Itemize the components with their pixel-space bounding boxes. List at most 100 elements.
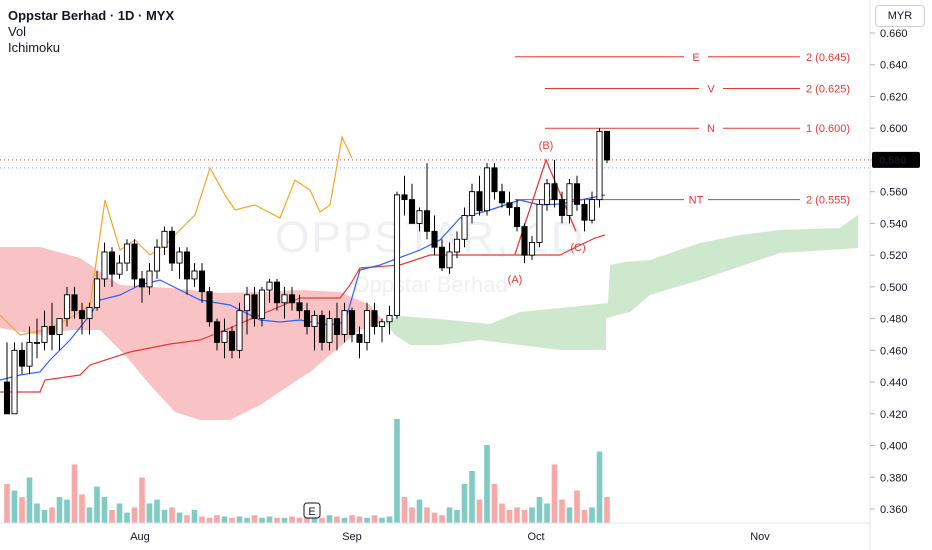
volume-bar — [326, 515, 333, 523]
volume-bar — [349, 515, 355, 523]
target-label: E — [692, 52, 699, 64]
candlesticks — [3, 128, 611, 415]
candle-body — [258, 289, 266, 320]
volume-bar — [334, 516, 340, 523]
symbol-title[interactable]: Oppstar Berhad · 1D · MYX — [8, 8, 175, 23]
candle-body — [161, 230, 168, 248]
volume-bar — [229, 517, 235, 523]
wave-path — [514, 158, 577, 255]
price-tick-label: 0.420 — [880, 409, 908, 421]
target-value-label: 2 (0.625) — [806, 84, 850, 96]
volume-bar — [289, 516, 295, 523]
volume-bar — [259, 517, 265, 523]
target-label-bg — [684, 192, 708, 207]
volume-bar — [34, 503, 40, 523]
candle-body — [86, 307, 93, 320]
candle-body — [71, 294, 78, 312]
volume-bar — [319, 517, 325, 523]
target-label: N — [707, 123, 715, 135]
price-axis[interactable]: 0.660 0.640 0.620 0.600 0.580 0.560 0.540 0.520… — [869, 0, 920, 550]
volume-indicator-label[interactable]: Vol — [8, 24, 27, 39]
volume-bar — [26, 477, 33, 523]
candle-body — [3, 381, 11, 415]
earnings-marker[interactable]: E — [303, 502, 321, 519]
candle-body — [348, 310, 356, 335]
candle-body — [288, 294, 296, 304]
candle-body — [438, 246, 446, 269]
time-tick-label: Oct — [527, 531, 544, 543]
candle-body — [341, 310, 348, 335]
last-price-badge — [872, 151, 920, 168]
candle-body — [416, 210, 423, 224]
candle-body — [498, 191, 506, 204]
volume-bar — [191, 510, 198, 523]
candle-body — [11, 349, 18, 415]
time-tick-label: Aug — [130, 531, 150, 543]
volume-bar — [236, 516, 243, 523]
volume-bar — [424, 507, 430, 523]
candle-body — [333, 318, 341, 335]
candle-body — [251, 294, 258, 320]
price-tick-label: 0.440 — [880, 377, 908, 389]
volume-bar — [566, 507, 573, 523]
time-tick-label: Sep — [342, 531, 362, 543]
price-tick-label: 0.660 — [880, 28, 908, 40]
volume-bar — [124, 512, 130, 523]
chikou-line — [0, 135, 353, 336]
target-label-bg — [699, 121, 723, 136]
volume-bar — [41, 510, 48, 523]
target-value-bg — [800, 81, 860, 96]
currency-button[interactable]: MYR — [875, 5, 925, 27]
candle-body — [56, 318, 63, 335]
candle-body — [273, 281, 281, 304]
candle-body — [221, 330, 228, 343]
volume-bar — [521, 510, 528, 523]
volume-bar — [154, 499, 160, 523]
candle-body — [41, 326, 48, 343]
ichimoku-indicator-label[interactable]: Ichimoku — [8, 40, 61, 55]
volume-bar — [101, 497, 108, 523]
price-tick-label: 0.540 — [880, 218, 908, 230]
volume-bar — [199, 516, 205, 523]
candle-body — [63, 294, 71, 320]
candle-body — [566, 183, 573, 216]
target-label-bg — [684, 49, 708, 64]
bullish-cloud — [384, 215, 858, 350]
wave-label: (C) — [570, 242, 585, 254]
price-tick-label: 0.640 — [880, 60, 908, 72]
candle-body — [123, 243, 131, 264]
candle-body — [198, 270, 206, 293]
candle-body — [318, 314, 326, 343]
volume-bar — [536, 497, 543, 523]
candle-body — [18, 349, 26, 367]
time-axis[interactable]: Aug Sep Oct Nov — [0, 522, 870, 543]
candle-body — [26, 341, 33, 367]
price-tick-label: 0.500 — [880, 282, 908, 294]
candle-body — [236, 310, 243, 351]
volume-bar — [431, 512, 438, 523]
candle-body — [581, 203, 588, 221]
wave-annotations: E 2 (0.645) V 2 (0.625) N 1 (0.600) NT 2 (0.555… — [508, 49, 860, 286]
volume-bar — [311, 516, 318, 523]
volume-bar — [281, 517, 288, 523]
volume-bar — [371, 515, 378, 523]
volume-bar — [469, 471, 475, 523]
price-tick-label: 0.460 — [880, 345, 908, 357]
volume-bar — [514, 507, 520, 523]
candle-body — [33, 341, 41, 344]
candle-body — [596, 130, 603, 201]
price-tick-label: 0.600 — [880, 123, 908, 135]
volume-bar — [484, 445, 490, 523]
candle-body — [356, 334, 363, 343]
candle-body — [371, 310, 378, 327]
candle-body — [431, 230, 438, 248]
volume-bar — [146, 503, 153, 523]
volume-bar — [401, 497, 408, 523]
volume-bar — [71, 464, 78, 523]
volume-bar — [86, 507, 93, 523]
volume-bar — [439, 515, 445, 523]
chart-grid — [0, 159, 870, 169]
price-tick-label: 0.620 — [880, 91, 908, 103]
volume-bar — [544, 503, 550, 523]
